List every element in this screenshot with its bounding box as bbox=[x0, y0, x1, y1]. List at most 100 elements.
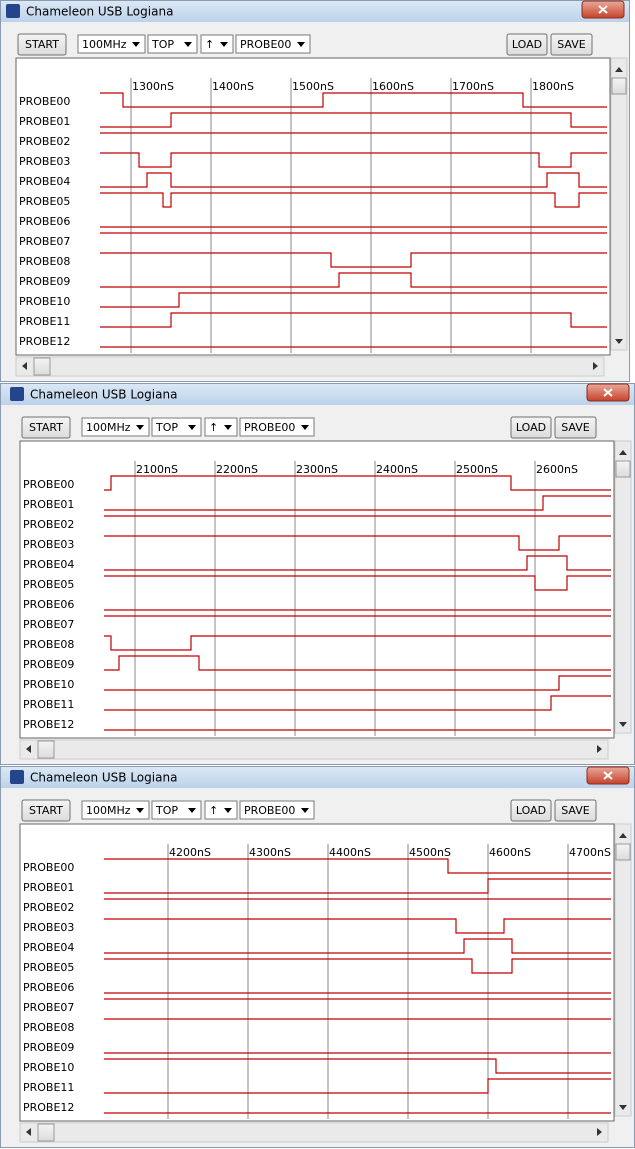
v-thumb[interactable] bbox=[611, 77, 627, 95]
clock-select-arrow bbox=[132, 42, 140, 47]
start-button[interactable] bbox=[21, 416, 71, 439]
time-label: 2500nS bbox=[456, 463, 498, 476]
title-bar bbox=[1, 767, 634, 788]
trigger-select[interactable] bbox=[151, 800, 202, 820]
scroll-left[interactable] bbox=[22, 362, 27, 370]
waveform bbox=[104, 938, 611, 954]
v-scrollbar[interactable] bbox=[614, 823, 632, 1117]
edge-select[interactable] bbox=[200, 34, 234, 54]
probe-label: PROBE11 bbox=[19, 315, 70, 328]
scroll-down[interactable] bbox=[615, 339, 623, 344]
scroll-right[interactable] bbox=[597, 745, 602, 753]
waveform bbox=[100, 252, 607, 268]
time-label: 1600nS bbox=[372, 80, 414, 93]
probe-label: PROBE08 bbox=[23, 638, 74, 651]
clock-select-arrow bbox=[136, 425, 144, 430]
trigger-select[interactable] bbox=[147, 34, 198, 54]
trace-panel bbox=[19, 823, 615, 1122]
probe-label: PROBE06 bbox=[23, 598, 74, 611]
clock-select[interactable] bbox=[81, 417, 150, 437]
edge-select-arrow bbox=[220, 42, 228, 47]
probe-label: PROBE10 bbox=[19, 295, 70, 308]
probe-select-value: PROBE00 bbox=[244, 421, 295, 434]
window-title: Chameleon USB Logiana bbox=[30, 771, 177, 785]
scroll-left[interactable] bbox=[26, 1128, 31, 1136]
probe-select[interactable] bbox=[239, 417, 315, 437]
start-button-label: START bbox=[29, 804, 63, 817]
waveform bbox=[100, 112, 607, 128]
probe-label: PROBE06 bbox=[23, 981, 74, 994]
probe-label: PROBE12 bbox=[23, 1101, 74, 1114]
v-thumb[interactable] bbox=[615, 460, 631, 478]
h-thumb[interactable] bbox=[37, 1123, 55, 1142]
probe-select-arrow bbox=[297, 42, 305, 47]
window: Chameleon USB Logiana START 100MHz TOP ↑ PROB… bbox=[0, 766, 635, 1148]
load-button-label: LOAD bbox=[512, 38, 542, 51]
probe-label: PROBE09 bbox=[23, 658, 74, 671]
edge-select-arrow bbox=[224, 425, 232, 430]
edge-select-value: ↑ bbox=[209, 804, 218, 817]
start-button-label: START bbox=[29, 421, 63, 434]
waveform bbox=[104, 555, 611, 571]
probe-label: PROBE11 bbox=[23, 698, 74, 711]
scroll-down[interactable] bbox=[619, 1105, 627, 1110]
start-button[interactable] bbox=[17, 33, 67, 56]
v-thumb[interactable] bbox=[615, 843, 631, 861]
waveform bbox=[100, 192, 607, 208]
edge-select[interactable] bbox=[204, 417, 238, 437]
h-thumb[interactable] bbox=[33, 357, 51, 376]
trigger-select[interactable] bbox=[151, 417, 202, 437]
save-button[interactable] bbox=[554, 799, 597, 822]
save-button-label: SAVE bbox=[561, 421, 590, 434]
waveform bbox=[104, 918, 611, 934]
clock-select[interactable] bbox=[77, 34, 146, 54]
v-scrollbar[interactable] bbox=[614, 440, 632, 734]
load-button[interactable] bbox=[510, 799, 552, 822]
probe-label: PROBE01 bbox=[23, 881, 74, 894]
time-label: 4600nS bbox=[489, 846, 531, 859]
scroll-down[interactable] bbox=[619, 722, 627, 727]
start-button[interactable] bbox=[21, 799, 71, 822]
scroll-left[interactable] bbox=[26, 745, 31, 753]
probe-select-value: PROBE00 bbox=[244, 804, 295, 817]
h-scrollbar[interactable] bbox=[15, 356, 605, 377]
waveform bbox=[104, 495, 611, 511]
probe-label: PROBE11 bbox=[23, 1081, 74, 1094]
waveform bbox=[104, 858, 611, 874]
scroll-right[interactable] bbox=[597, 1128, 602, 1136]
probe-select-value: PROBE00 bbox=[240, 38, 291, 51]
edge-select-arrow bbox=[224, 808, 232, 813]
save-button-label: SAVE bbox=[557, 38, 586, 51]
probe-label: PROBE01 bbox=[23, 498, 74, 511]
h-scrollbar[interactable] bbox=[19, 739, 609, 760]
scroll-up[interactable] bbox=[619, 450, 627, 455]
h-thumb[interactable] bbox=[37, 740, 55, 759]
load-button[interactable] bbox=[506, 33, 548, 56]
load-button-label: LOAD bbox=[516, 804, 546, 817]
load-button-label: LOAD bbox=[516, 421, 546, 434]
scroll-up[interactable] bbox=[615, 67, 623, 72]
probe-label: PROBE09 bbox=[23, 1041, 74, 1054]
time-label: 2400nS bbox=[376, 463, 418, 476]
save-button[interactable] bbox=[550, 33, 593, 56]
scroll-up[interactable] bbox=[619, 833, 627, 838]
h-scrollbar[interactable] bbox=[19, 1122, 609, 1143]
probe-select[interactable] bbox=[239, 800, 315, 820]
probe-label: PROBE07 bbox=[19, 235, 70, 248]
load-button[interactable] bbox=[510, 416, 552, 439]
trigger-select-arrow bbox=[188, 425, 196, 430]
probe-select[interactable] bbox=[235, 34, 311, 54]
trigger-select-value: TOP bbox=[151, 38, 174, 51]
waveform bbox=[104, 635, 611, 651]
time-label: 2200nS bbox=[216, 463, 258, 476]
clock-select[interactable] bbox=[81, 800, 150, 820]
window-title: Chameleon USB Logiana bbox=[30, 388, 177, 402]
v-scrollbar[interactable] bbox=[610, 57, 628, 351]
scroll-right[interactable] bbox=[593, 362, 598, 370]
save-button[interactable] bbox=[554, 416, 597, 439]
probe-label: PROBE06 bbox=[19, 215, 70, 228]
close-icon bbox=[603, 771, 613, 780]
edge-select[interactable] bbox=[204, 800, 238, 820]
probe-label: PROBE07 bbox=[23, 618, 74, 631]
